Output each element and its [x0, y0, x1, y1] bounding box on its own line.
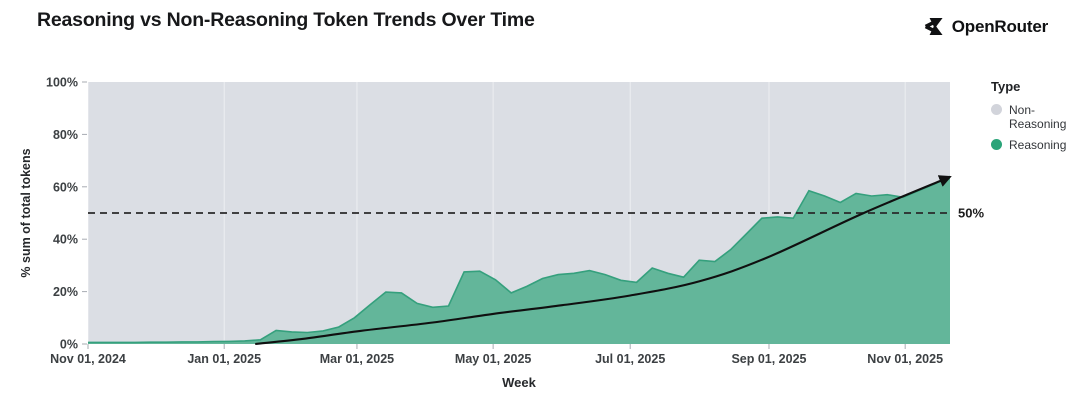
legend-item-reasoning[interactable]: Reasoning: [991, 138, 1077, 152]
x-axis-title: Week: [502, 375, 536, 390]
x-tick-label: Sep 01, 2025: [731, 352, 806, 366]
legend-item-label: Reasoning: [1009, 138, 1067, 153]
y-tick-label: 80%: [53, 128, 78, 142]
x-tick-label: Jan 01, 2025: [187, 352, 261, 366]
legend-title: Type: [991, 79, 1021, 94]
y-tick-label: 40%: [53, 233, 78, 247]
y-axis-title: % sum of total tokens: [19, 148, 33, 277]
y-tick-label: 20%: [53, 285, 78, 299]
chart-title: Reasoning vs Non-Reasoning Token Trends …: [37, 9, 535, 31]
x-tick-label: Mar 01, 2025: [320, 352, 394, 366]
openrouter-icon: [924, 18, 943, 35]
trend-line: [255, 175, 952, 346]
x-tick-label: Nov 01, 2025: [867, 352, 943, 366]
y-tick-label: 100%: [46, 76, 78, 90]
y-tick-label: 60%: [53, 180, 78, 194]
fifty-percent-label: 50%: [958, 206, 984, 221]
x-tick-label: Jul 01, 2025: [595, 352, 665, 366]
reasoning-area: [88, 176, 950, 344]
legend-item-non-reasoning[interactable]: Non-Reasoning: [991, 103, 1077, 131]
x-tick-label: Nov 01, 2024: [50, 352, 126, 366]
openrouter-logo: OpenRouter: [919, 14, 1048, 39]
x-tick-label: May 01, 2025: [455, 352, 531, 366]
reasoning-swatch: [991, 139, 1002, 151]
legend-item-label: Non-Reasoning: [1009, 103, 1067, 132]
legend: Type Non-Reasoning Reasoning: [991, 79, 1077, 159]
reasoning-area-edge: [88, 175, 951, 344]
y-tick-label: 0%: [60, 338, 78, 352]
non-reasoning-swatch: [991, 104, 1002, 115]
trend-chart: % sum of total tokens Week 50% Nov 01, 20…: [19, 76, 984, 391]
brand-name: OpenRouter: [951, 16, 1048, 36]
